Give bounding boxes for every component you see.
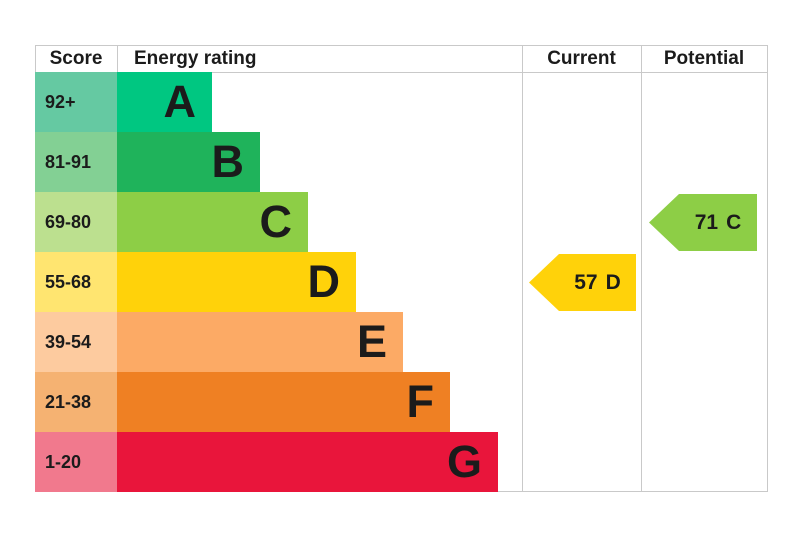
band-row: 39-54 E xyxy=(35,312,768,372)
rating-bar: G xyxy=(117,432,498,492)
rating-letter: B xyxy=(211,136,245,187)
score-range: 55-68 xyxy=(35,252,117,312)
score-range: 92+ xyxy=(35,72,117,132)
table-right-border xyxy=(767,45,768,492)
band-row: 81-91 B xyxy=(35,132,768,192)
header-left-border xyxy=(35,45,36,72)
potential-column-header: Potential xyxy=(663,48,745,69)
rating-bar: C xyxy=(117,192,308,252)
score-range: 21-38 xyxy=(35,372,117,432)
current-rating-letter: D xyxy=(605,270,621,294)
score-range: 81-91 xyxy=(35,132,117,192)
energy-rating-column-header: Energy rating xyxy=(134,48,257,69)
score-column-header: Score xyxy=(49,48,103,69)
potential-score: 71 xyxy=(694,210,719,234)
band-row: 21-38 F xyxy=(35,372,768,432)
score-range: 39-54 xyxy=(35,312,117,372)
score-range: 69-80 xyxy=(35,192,117,252)
rating-bar: E xyxy=(117,312,403,372)
rating-bar: F xyxy=(117,372,450,432)
rating-letter: D xyxy=(307,256,341,307)
potential-rating-letter: C xyxy=(726,210,742,234)
table-top-border xyxy=(35,45,768,46)
current-column-divider xyxy=(522,45,523,492)
rating-bar: B xyxy=(117,132,260,192)
band-row: 1-20 G xyxy=(35,432,768,492)
rating-letter: E xyxy=(356,316,387,367)
rating-letter: A xyxy=(163,76,197,127)
band-row: 92+ A xyxy=(35,72,768,132)
header-bottom-border xyxy=(35,72,768,73)
band-row: 69-80 C xyxy=(35,192,768,252)
current-column-header: Current xyxy=(547,48,616,69)
rating-bar: A xyxy=(117,72,212,132)
potential-column-divider xyxy=(641,45,642,492)
score-range: 1-20 xyxy=(35,432,117,492)
current-score: 57 xyxy=(574,270,598,294)
rating-letter: C xyxy=(259,196,293,247)
band-row: 55-68 D xyxy=(35,252,768,312)
rating-bar: D xyxy=(117,252,356,312)
rating-letter: F xyxy=(406,376,435,427)
rating-letter: G xyxy=(446,436,482,487)
score-column-divider xyxy=(117,45,118,72)
